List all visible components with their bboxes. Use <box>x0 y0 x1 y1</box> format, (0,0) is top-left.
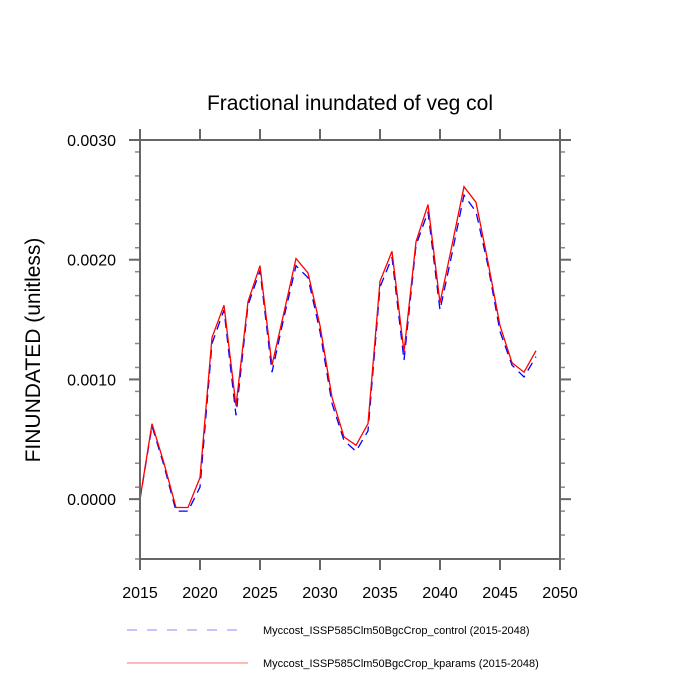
x-tick-label: 2040 <box>422 585 458 602</box>
chart-title: Fractional inundated of veg col <box>207 92 493 115</box>
series-line-kparams <box>139 185 537 509</box>
y-tick-label: 0.0020 <box>67 253 116 270</box>
series-line-control <box>139 193 537 512</box>
y-axis-label: FINUNDATED (unitless) <box>22 238 45 463</box>
x-tick-label: 2050 <box>542 585 578 602</box>
legend-label-control: Myccost_ISSP585Clm50BgcCrop_control (201… <box>263 625 530 637</box>
y-tick-label: 0.0010 <box>67 372 116 389</box>
axes: 2015 2020 2025 2030 2035 2040 2045 2050 0.0000 0.… <box>67 129 578 602</box>
x-tick-label: 2020 <box>182 585 218 602</box>
x-tick-label: 2025 <box>242 585 278 602</box>
series-layer <box>139 185 537 512</box>
x-tick-label: 2015 <box>122 585 158 602</box>
legend-label-kparams: Myccost_ISSP585Clm50BgcCrop_kparams (201… <box>263 658 539 670</box>
plot-frame <box>139 139 561 560</box>
y-tick-label: 0.0030 <box>67 133 116 150</box>
legend: Myccost_ISSP585Clm50BgcCrop_control (201… <box>127 625 539 670</box>
y-tick-label: 0.0000 <box>67 492 116 509</box>
x-tick-label: 2035 <box>362 585 398 602</box>
x-tick-label: 2030 <box>302 585 338 602</box>
x-tick-label: 2045 <box>482 585 518 602</box>
